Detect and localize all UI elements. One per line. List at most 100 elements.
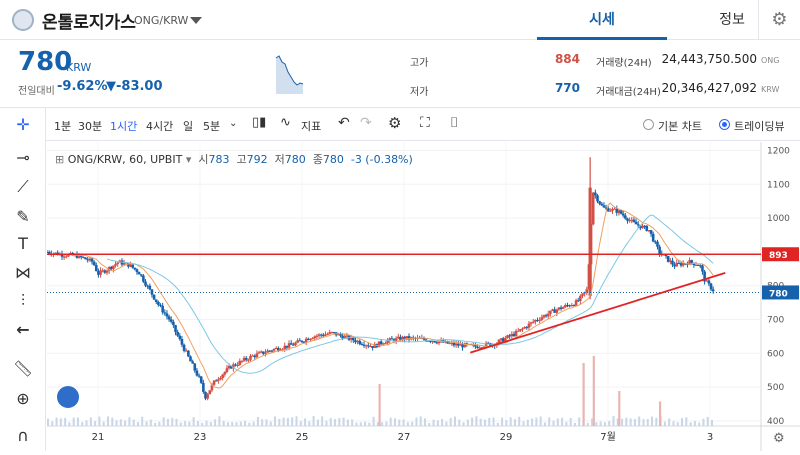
brush-icon[interactable]: ✎ xyxy=(16,207,30,226)
indicator-button[interactable]: 지표 xyxy=(301,120,322,133)
candle-body xyxy=(193,363,197,371)
ruler-icon[interactable]: 📏︎ xyxy=(12,359,34,378)
candle-body xyxy=(396,336,400,339)
volume-bar xyxy=(655,417,658,426)
candle-body xyxy=(459,344,462,346)
candle-body xyxy=(253,355,257,358)
candle-body xyxy=(255,353,259,358)
coin-name[interactable]: 온톨로지가스 xyxy=(42,13,136,33)
legend-dropdown-icon[interactable]: ▾ xyxy=(185,153,192,166)
horizontal-line-icon[interactable]: ⊸ xyxy=(16,148,30,167)
tradingview-radio[interactable] xyxy=(719,119,730,130)
volume-bar xyxy=(616,418,619,426)
legend-high: 792 xyxy=(246,153,268,166)
interval-day[interactable]: 일 xyxy=(183,120,194,133)
candle-body xyxy=(555,309,559,313)
volume-bar xyxy=(282,417,285,426)
coin-dropdown-icon[interactable] xyxy=(190,17,202,24)
candle-type-icon[interactable]: ▯▮ xyxy=(252,115,267,130)
basic-chart-label[interactable]: 기본 차트 xyxy=(658,120,702,133)
volume-bar xyxy=(141,416,144,426)
candle-body xyxy=(371,346,374,349)
pattern-icon[interactable]: ⋈ xyxy=(15,263,31,282)
volume-bar xyxy=(222,421,225,426)
volume-bar xyxy=(483,419,486,426)
candle-body xyxy=(129,264,132,267)
indicator-icon[interactable]: ∿ xyxy=(280,115,291,130)
crosshair-icon[interactable]: ✛ xyxy=(16,115,30,134)
candle-body xyxy=(564,305,567,308)
candle-body xyxy=(705,280,709,282)
candle-body xyxy=(591,192,595,225)
volume-bar xyxy=(81,422,84,426)
candle-body xyxy=(116,262,119,265)
interval-dropdown-icon[interactable]: ⌄ xyxy=(229,118,238,129)
candle-body xyxy=(292,344,295,346)
volume-bar xyxy=(638,416,641,426)
candle-body xyxy=(212,380,216,385)
fibonacci-icon[interactable]: ⫶ xyxy=(20,291,25,310)
interval-5m[interactable]: 5분 xyxy=(203,120,221,133)
current-price: 780 xyxy=(18,47,73,77)
candle-body xyxy=(152,294,156,300)
interval-1m[interactable]: 1분 xyxy=(54,120,72,133)
candle-body xyxy=(191,361,194,364)
candle-body xyxy=(311,338,314,340)
volume-bar xyxy=(119,419,122,426)
candle-body xyxy=(165,313,169,317)
redo-icon[interactable]: ↷ xyxy=(360,115,372,131)
candle-body xyxy=(107,267,111,271)
legend-symbol[interactable]: ONG/KRW, 60, UPBIT xyxy=(67,153,183,166)
screenshot-camera-icon[interactable]: ⌷ xyxy=(450,115,459,131)
volume-bar xyxy=(364,421,367,426)
volume-bar xyxy=(676,422,679,426)
tab-market[interactable]: 시세 xyxy=(537,0,667,40)
volume-bar xyxy=(698,422,701,426)
candle-body xyxy=(99,270,102,275)
volume-bar xyxy=(171,418,174,426)
candle-body xyxy=(240,360,244,362)
magnet-icon[interactable]: ∩ xyxy=(17,426,29,445)
interval-30m[interactable]: 30분 xyxy=(78,120,103,133)
price-chart[interactable]: 1200110010009008007006005004002123252729… xyxy=(45,142,800,451)
candle-body xyxy=(349,337,353,340)
zoom-in-icon[interactable]: ⊕ xyxy=(16,389,30,408)
candle-body xyxy=(150,289,154,295)
arrow-icon[interactable]: ← xyxy=(16,320,30,339)
candle-body xyxy=(386,340,389,344)
candle-body xyxy=(101,270,104,272)
interval-4h[interactable]: 4시간 xyxy=(146,120,174,133)
volume-bar xyxy=(128,417,131,426)
chart-canvas[interactable]: 1200110010009008007006005004002123252729… xyxy=(45,142,800,451)
y-tick-label: 500 xyxy=(767,383,784,393)
candle-body xyxy=(429,340,432,342)
interval-1h[interactable]: 1시간 xyxy=(110,120,138,133)
coin-pair[interactable]: ONG/KRW xyxy=(134,14,189,27)
candle-body xyxy=(403,336,407,340)
tab-info[interactable]: 정보 xyxy=(719,12,745,28)
settings-gear-icon[interactable]: ⚙ xyxy=(758,0,800,40)
candle-body xyxy=(377,341,381,348)
resistance-price-tag xyxy=(762,247,799,262)
undo-icon[interactable]: ↶ xyxy=(338,115,350,131)
volume-bar xyxy=(304,418,307,426)
candle-body xyxy=(525,327,529,329)
text-tool-icon[interactable]: T xyxy=(18,234,28,253)
volume-bar xyxy=(488,417,491,426)
volume-bar xyxy=(522,421,525,426)
candle-body xyxy=(238,360,242,365)
tradingview-label[interactable]: 트레이딩뷰 xyxy=(734,120,785,133)
legend-open: 783 xyxy=(208,153,230,166)
volume-bar xyxy=(308,421,311,426)
candle-body xyxy=(628,220,631,222)
candle-body xyxy=(174,325,177,332)
volume-bar xyxy=(625,417,628,426)
chart-settings-icon[interactable]: ⚙ xyxy=(388,114,402,132)
fullscreen-icon[interactable]: ⛶ xyxy=(420,115,430,131)
trend-line-icon[interactable]: ⟋ xyxy=(17,177,29,196)
cloud-icon[interactable] xyxy=(57,386,79,408)
volume-bar xyxy=(539,416,542,426)
legend-collapse-icon[interactable]: ⊞ xyxy=(55,153,65,166)
candle-body xyxy=(328,332,332,334)
basic-chart-radio[interactable] xyxy=(643,119,654,130)
